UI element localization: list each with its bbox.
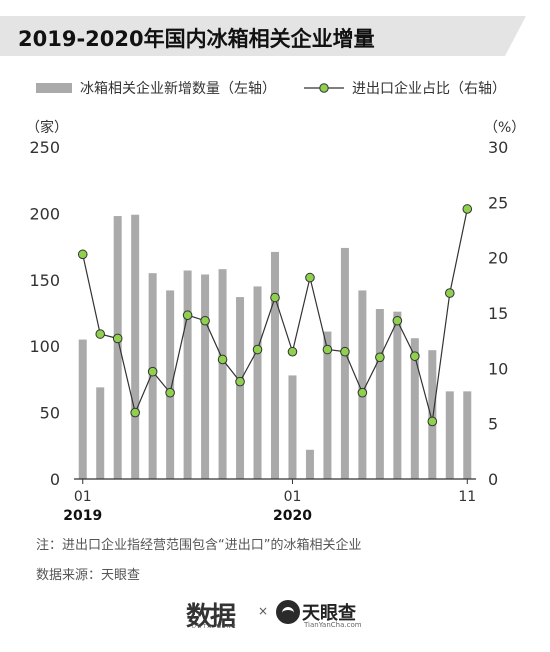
- x-year-label: 2019: [63, 508, 102, 524]
- bar: [183, 270, 192, 479]
- tianyancha-icon: [276, 600, 300, 624]
- line-point: [112, 333, 123, 344]
- legend-bar-label: 冰箱相关企业新增数量（左轴）: [80, 80, 276, 97]
- line-point: [165, 387, 175, 398]
- datawire-logo-sub: DATA WIRE: [192, 624, 238, 630]
- bar: [340, 247, 349, 479]
- data-source: 数据来源：天眼查: [36, 568, 141, 583]
- line-point: [287, 346, 298, 357]
- line-point: [340, 346, 350, 357]
- legend-line-marker: [319, 83, 329, 93]
- left-axis-unit: （家）: [26, 119, 68, 136]
- right-tick-label: 0: [488, 470, 498, 489]
- right-tick-label: 15: [488, 304, 508, 323]
- left-tick-label: 100: [29, 337, 60, 356]
- chart-title: 2019-2020年国内冰箱相关企业增量: [18, 27, 375, 51]
- line-point: [444, 288, 455, 298]
- tianyancha-logo: 天眼查: [302, 603, 356, 624]
- bar: [358, 290, 367, 479]
- bar: [445, 391, 454, 479]
- x-tick-label: 01: [284, 489, 302, 505]
- line-point: [392, 315, 403, 326]
- chart: 冰箱相关企业新增数量（左轴） 进出口企业占比（右轴）（家） （%）050100150…: [26, 80, 525, 524]
- footnote: 注：进出口企业指经营范围包含“进出口”的冰箱相关企业: [36, 538, 362, 553]
- title-banner: [0, 16, 526, 56]
- bar: [131, 214, 140, 479]
- right-axis-unit: （%）: [484, 120, 525, 136]
- right-tick-label: 30: [488, 138, 508, 157]
- bar: [288, 375, 297, 479]
- right-tick-label: 25: [488, 193, 508, 212]
- line-point: [252, 344, 263, 355]
- tianyancha-url: TianYanCha.com: [304, 621, 362, 629]
- bar: [323, 331, 332, 479]
- line-point: [217, 354, 228, 365]
- x-tick-label: 01: [74, 489, 92, 505]
- bar: [393, 311, 402, 479]
- line-point: [322, 344, 333, 355]
- right-tick-label: 20: [488, 249, 508, 268]
- bar: [410, 338, 419, 479]
- bar: [218, 269, 227, 479]
- left-tick-label: 0: [50, 470, 60, 489]
- line-point: [410, 351, 420, 361]
- bar: [428, 350, 437, 479]
- bar: [201, 274, 210, 479]
- line-point: [200, 315, 210, 326]
- bar: [78, 339, 87, 479]
- line-point: [130, 407, 140, 418]
- line-point: [95, 329, 106, 339]
- bar: [236, 297, 245, 479]
- bar: [305, 449, 314, 479]
- right-tick-label: 5: [488, 415, 498, 434]
- bar: [463, 391, 472, 479]
- line-point: [270, 292, 280, 303]
- left-tick-label: 200: [29, 204, 60, 223]
- footer-logos: 数据 DATA WIRE × 天眼查 TianYanCha.com: [0, 594, 550, 634]
- line-point: [235, 376, 245, 387]
- line-point: [375, 352, 385, 363]
- bar: [96, 387, 105, 479]
- datawire-logo: 数据: [186, 602, 236, 632]
- line-point: [147, 366, 158, 377]
- legend-bar-swatch: [36, 83, 72, 93]
- x-year-label: 2020: [273, 508, 312, 524]
- legend-line-label: 进出口企业占比（右轴）: [352, 80, 506, 97]
- bar: [375, 309, 384, 479]
- line-point: [462, 204, 473, 214]
- right-tick-label: 10: [488, 359, 508, 378]
- left-tick-label: 50: [40, 404, 60, 423]
- line-point: [77, 249, 88, 260]
- times-sign: ×: [258, 604, 269, 618]
- bar: [113, 216, 122, 479]
- line-point: [357, 387, 368, 398]
- bar: [271, 251, 279, 479]
- line-point: [182, 310, 193, 321]
- line-point: [305, 272, 315, 283]
- left-tick-label: 250: [29, 138, 60, 157]
- bar: [166, 290, 175, 479]
- left-tick-label: 150: [29, 271, 60, 290]
- x-tick-label: 11: [458, 489, 476, 505]
- bar: [253, 286, 262, 479]
- line-point: [427, 416, 438, 427]
